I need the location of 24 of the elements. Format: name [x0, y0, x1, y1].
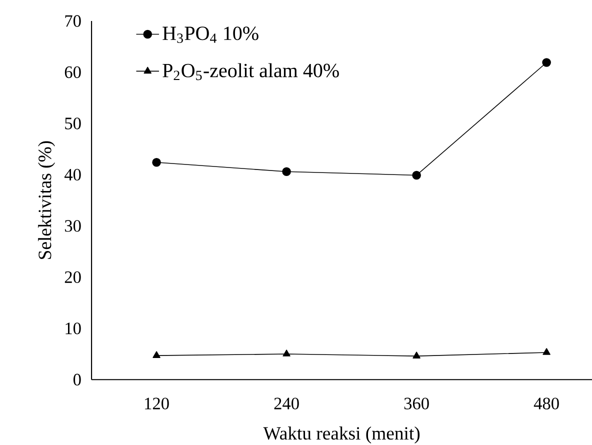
point: [282, 350, 290, 356]
y-tick-label: 50: [65, 118, 81, 130]
y-tick-label: 20: [64, 271, 81, 284]
y-tick-label: 40: [64, 168, 81, 181]
point: [412, 170, 421, 180]
point: [152, 351, 160, 358]
y-tick-label: 30: [64, 220, 81, 232]
point: [412, 352, 420, 358]
y-tick-label: 70: [65, 15, 81, 27]
y-tick-label: 0: [73, 374, 81, 386]
legend-label: H$_{3}$PO$_{4}$ 10%: [162, 26, 258, 43]
point: [152, 158, 161, 167]
legend-label: P$_{2}$O$_{5}$-zeolit alam 40%: [162, 63, 339, 80]
point: [542, 58, 551, 67]
x-tick-label: 240: [274, 398, 299, 410]
y-tick-label: 10: [66, 322, 81, 334]
x-tick-label: 120: [145, 398, 169, 410]
point: [542, 348, 550, 355]
y-axis-title: Selektivitas (%): [38, 141, 56, 259]
y-tick-label: 60: [64, 66, 81, 78]
x-tick-label: 360: [404, 398, 429, 410]
x-axis-title: Waktu reaksi (menit): [263, 426, 420, 444]
x-tick-label: 480: [534, 398, 559, 410]
point: [282, 167, 291, 176]
